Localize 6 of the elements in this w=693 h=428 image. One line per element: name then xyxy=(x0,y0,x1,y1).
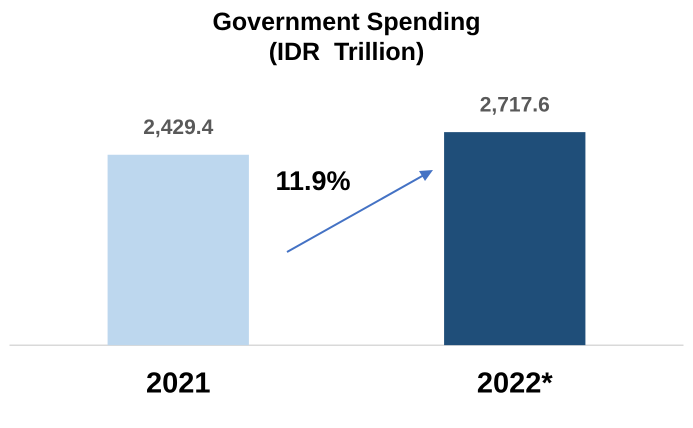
x-tick-label: 2022* xyxy=(476,368,554,400)
chart-title: Government Spending (IDR Trillion) xyxy=(212,8,481,66)
annotation: 11.9% xyxy=(275,166,351,196)
data-label: 2,429.4 xyxy=(143,116,214,140)
data-label: 2,717.6 xyxy=(480,93,550,116)
x-tick-label: 2021 xyxy=(146,368,211,400)
